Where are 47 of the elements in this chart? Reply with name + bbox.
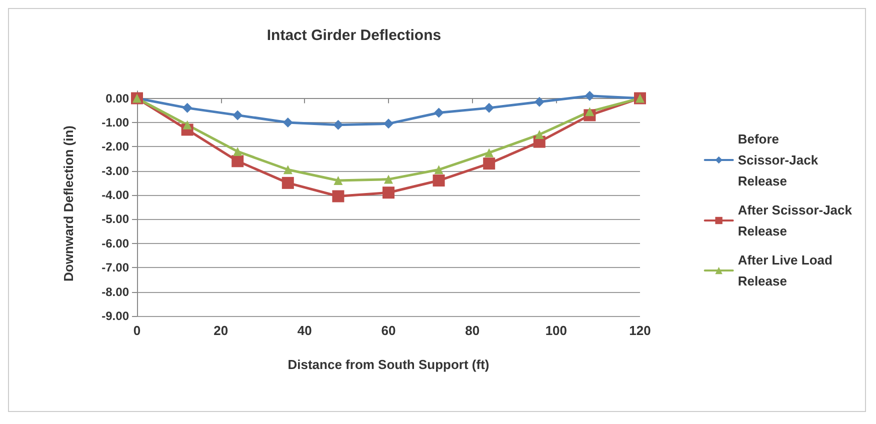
x-tick-label: 60: [381, 323, 396, 338]
point: [534, 130, 544, 140]
point: [333, 120, 344, 130]
x-tick-label: 40: [297, 323, 312, 338]
point: [434, 165, 444, 174]
chart-title: Intact Girder Deflections: [266, 27, 442, 44]
y-tick-label: -2.00: [102, 140, 130, 154]
point: [484, 102, 494, 113]
x-tick-label: 120: [629, 323, 651, 338]
point: [484, 148, 494, 158]
point: [232, 155, 244, 168]
point: [283, 165, 292, 174]
point: [534, 96, 544, 107]
y-tick-label: -6.00: [102, 236, 130, 250]
y-tick-label: -5.00: [102, 212, 130, 226]
point: [233, 146, 242, 156]
point: [384, 174, 393, 184]
point: [584, 90, 595, 101]
point: [282, 117, 293, 128]
x-axis-title: Distance from South Support (ft): [288, 357, 490, 372]
x-tick-label: 100: [545, 323, 568, 338]
point: [384, 118, 394, 129]
point: [434, 108, 444, 118]
y-tick-label: -7.00: [102, 260, 130, 275]
point: [282, 176, 294, 189]
point: [182, 102, 192, 113]
y-tick-label: -8.00: [102, 284, 130, 299]
point: [334, 176, 343, 186]
x-tick-label: 0: [133, 323, 141, 338]
legend-label: Before Scissor-Jack Release: [738, 132, 819, 188]
y-tick-label: -1.00: [102, 115, 130, 130]
x-tick-label: 20: [214, 323, 228, 338]
legend-label: After Live Load Release: [738, 252, 833, 288]
y-tick-label: -4.00: [102, 188, 130, 202]
point: [382, 186, 394, 199]
point: [182, 120, 192, 130]
x-tick-label: 80: [465, 323, 480, 338]
y-tick-label: 0.00: [106, 91, 130, 106]
point: [232, 110, 243, 120]
y-tick-label: -9.00: [102, 309, 130, 323]
point: [332, 190, 344, 202]
point: [432, 174, 445, 187]
legend-label: After Scissor-Jack Release: [738, 202, 853, 238]
y-axis-title: Downward Deflection (in): [61, 126, 76, 282]
point: [483, 158, 496, 170]
point: [585, 107, 594, 116]
y-tick-label: -3.00: [102, 164, 130, 178]
